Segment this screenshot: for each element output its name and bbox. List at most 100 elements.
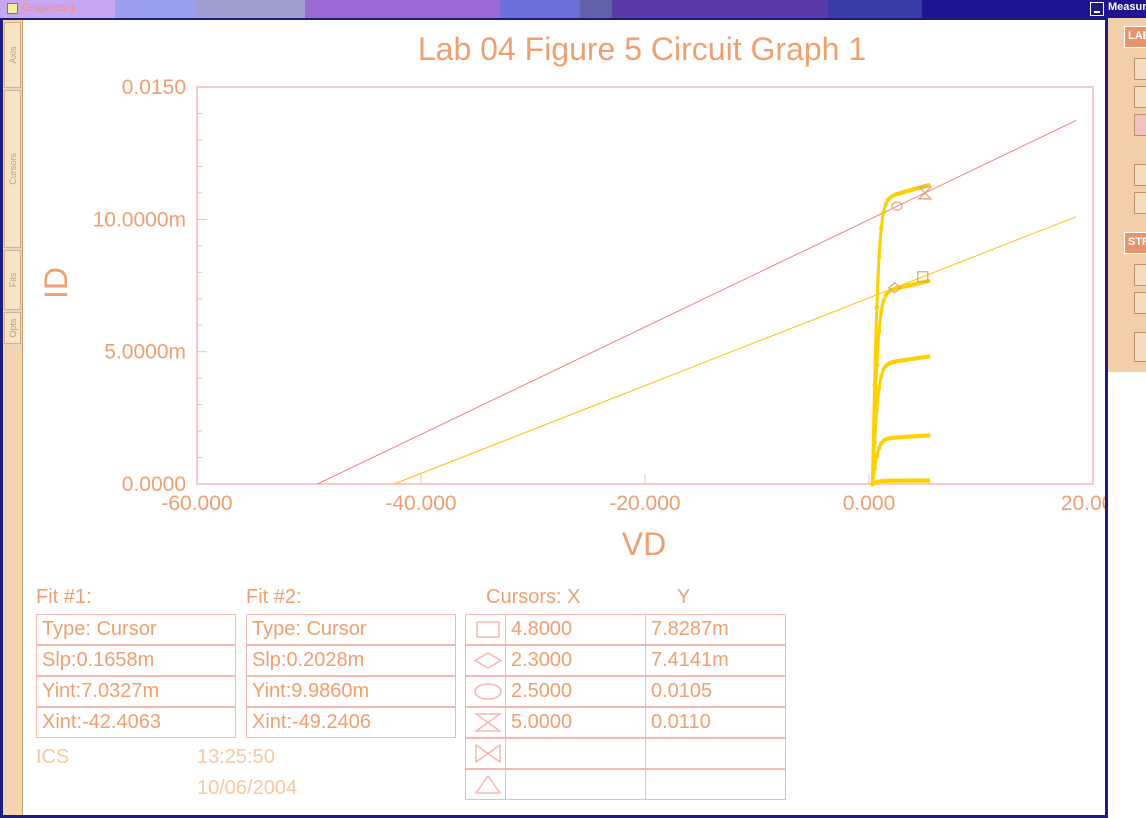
panel-button-6[interactable] [1134, 264, 1146, 286]
cursor-row2-x: 2.3000 [505, 645, 646, 676]
y-axis: 0.0000 5.0000m 10.0000m 0.0150 [93, 76, 207, 496]
fit2-header: Fit #2: [246, 586, 302, 608]
window-frame-left [0, 18, 3, 818]
data-point [879, 373, 884, 379]
fit2-slope: Slp:0.2028m [246, 645, 456, 676]
data-point [926, 354, 931, 359]
x-axis: -60.000 -40.000 -20.000 0.000 20.000 [161, 474, 1105, 515]
title-bar: Graphics-1 Measure [0, 0, 1146, 18]
fit-lines [317, 119, 1077, 485]
cursor-row2-y: 7.4141m [645, 645, 786, 676]
y-tick-label: 10.0000m [93, 208, 186, 231]
panel-button-2[interactable] [1134, 86, 1146, 108]
sidebar: Axis Cursors Fits Opts [3, 20, 23, 815]
fit-line [317, 119, 1077, 485]
panel-button-7[interactable] [1134, 292, 1146, 314]
bowtie-icon [475, 743, 501, 764]
data-point [881, 210, 886, 215]
x-axis-label: VD [622, 526, 666, 562]
cursor-row4-y: 0.0110 [645, 707, 786, 738]
panel-button-5[interactable] [1134, 192, 1146, 214]
x-tick-label: -40.000 [385, 492, 456, 515]
data-point [881, 367, 886, 372]
fit1-header: Fit #1: [36, 586, 92, 608]
tab-cursors[interactable]: Cursors [4, 90, 21, 248]
cursor-row4-x: 5.0000 [505, 707, 646, 738]
y-tick-label: 0.0000 [122, 473, 186, 496]
data-point [876, 328, 882, 334]
footer-label: ICS [36, 746, 70, 768]
tab-fits[interactable]: Fits [4, 250, 21, 310]
data-point [926, 433, 931, 438]
data-point [872, 440, 877, 445]
data-point [879, 309, 884, 314]
panel-section-str: STR [1124, 232, 1146, 254]
window-frame-bottom [0, 815, 1108, 818]
y-axis-label: ID [38, 267, 74, 299]
fit2-type: Type: Cursor [246, 614, 456, 645]
cursor-row3-x: 2.5000 [505, 676, 646, 707]
cursor-row5-y [645, 738, 786, 769]
fit1-xint: Xint:-42.4063 [36, 707, 236, 738]
cursors-header-x: Cursors: X [486, 586, 581, 608]
panel-section-lab-label: LAB [1128, 30, 1146, 42]
minimize-icon[interactable] [1090, 2, 1104, 16]
window-title: Graphics-1 [22, 2, 76, 14]
panel-button-8[interactable] [1134, 332, 1146, 362]
data-point [874, 407, 880, 412]
y-minor-ticks [197, 112, 202, 459]
data-point [876, 254, 882, 259]
fit2-yint: Yint:9.9860m [246, 676, 456, 707]
tab-axis[interactable]: Axis [4, 22, 21, 88]
fit-line [393, 216, 1077, 485]
x-tick-label: 20.000 [1061, 492, 1105, 515]
cursor-row1-x: 4.8000 [505, 614, 646, 645]
data-series [870, 183, 931, 487]
diamond-icon [473, 652, 503, 669]
cursor-row3-y: 0.0105 [645, 676, 786, 707]
data-point [926, 478, 931, 483]
window-frame-top [0, 18, 1108, 20]
chart-title: Lab 04 Figure 5 Circuit Graph 1 [418, 31, 866, 67]
footer-time: 13:25:50 [197, 746, 275, 768]
data-point [881, 298, 886, 304]
cursor-marker [891, 201, 903, 211]
x-tick-label: 0.000 [843, 492, 896, 515]
panel-button-1[interactable] [1134, 58, 1146, 80]
cursor-marker [887, 281, 902, 294]
cursors-header-y: Y [677, 586, 691, 608]
fit1-type: Type: Cursor [36, 614, 236, 645]
fit1-yint: Yint:7.0327m [36, 676, 236, 707]
panel-section-str-label: STR [1128, 236, 1146, 248]
footer-date: 10/06/2004 [197, 777, 298, 799]
cursor-row6-x [505, 769, 646, 800]
data-point [876, 445, 882, 450]
app-icon [7, 3, 18, 14]
panel-button-3[interactable] [1134, 114, 1146, 136]
data-point [874, 305, 880, 310]
panel-button-4[interactable] [1134, 164, 1146, 186]
fit1-slope: Slp:0.1658m [36, 645, 236, 676]
plot-frame [196, 86, 1094, 485]
data-point [883, 202, 888, 207]
x-tick-label: -20.000 [609, 492, 680, 515]
cursor-marker [917, 271, 929, 283]
circle-icon [474, 683, 502, 700]
data-point [876, 386, 882, 391]
fit2-xint: Xint:-49.2406 [246, 707, 456, 738]
cursor-row5-x [505, 738, 646, 769]
hourglass-icon [473, 713, 503, 732]
data-point [874, 453, 880, 459]
data-point [879, 225, 884, 231]
measure-panel: LAB STR [1108, 18, 1146, 372]
cursor-markers [887, 186, 933, 294]
panel-section-lab: LAB [1124, 26, 1146, 48]
data-point [883, 293, 888, 298]
y-tick-label: 5.0000m [104, 341, 186, 364]
tab-opts[interactable]: Opts [4, 312, 21, 344]
window-frame-right [1105, 18, 1108, 818]
y-tick-label: 0.0150 [122, 76, 186, 99]
measure-window-title[interactable]: Measure [1108, 1, 1146, 13]
cursor-marker [917, 186, 933, 200]
iv-chart: Lab 04 Figure 5 Circuit Graph 1 -60.000-… [38, 31, 1105, 562]
